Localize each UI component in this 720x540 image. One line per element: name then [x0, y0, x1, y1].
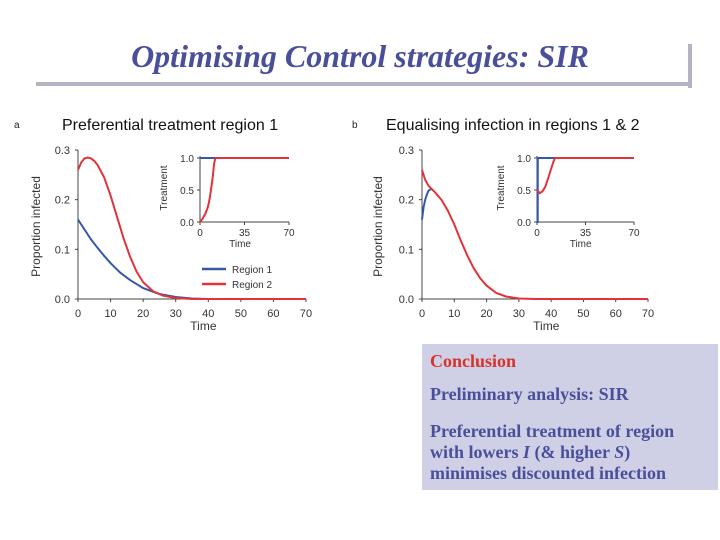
- chart-a-ylabel: Proportion infected: [29, 176, 43, 277]
- chart-b-xtick-label: 20: [480, 308, 492, 320]
- chart-a-inset-series-region-2: [199, 157, 289, 223]
- chart-b-inset-xtick-label: 0: [534, 228, 540, 239]
- chart-b-xtick-label: 30: [513, 308, 525, 320]
- chart-b-xtick-label: 10: [448, 308, 460, 320]
- chart-a-inset-ytick-label: 0.5: [180, 186, 194, 197]
- chart-a-legend-label: Region 1: [232, 265, 272, 276]
- conclusion-line-3: with lowers I (& higher S): [430, 442, 630, 463]
- chart-a-title: Preferential treatment region 1: [62, 117, 278, 134]
- chart-a-xtick-label: 70: [300, 308, 312, 320]
- chart-a-inset-ytick-label: 1.0: [180, 154, 194, 165]
- chart-b-inset-ytick-label: 1.0: [517, 154, 531, 165]
- chart-a-ytick-label: 0.3: [55, 145, 70, 157]
- chart-b-inset-ytick-label: 0.5: [517, 186, 531, 197]
- chart-a-xtick-label: 10: [104, 308, 116, 320]
- chart-a-inset-xlabel: Time: [229, 239, 251, 250]
- chart-a-inset-xtick-label: 0: [197, 228, 203, 239]
- chart-a-xtick-label: 30: [170, 308, 182, 320]
- chart-b-xtick-label: 50: [577, 308, 589, 320]
- conclusion-line-3a: with lowers: [430, 442, 523, 462]
- chart-b-xlabel: Time: [533, 319, 560, 333]
- chart-b-xtick-label: 70: [642, 308, 654, 320]
- title-underline-tick: [688, 44, 692, 88]
- chart-b-title: Equalising infection in regions 1 & 2: [386, 117, 640, 134]
- chart-b-panel-label: b: [352, 120, 358, 131]
- chart-b-inset-xtick-label: 70: [628, 228, 640, 239]
- conclusion-var-i: I: [523, 442, 531, 462]
- chart-b-inset-ytick-label: 0.0: [517, 218, 531, 229]
- chart-a-ytick-label: 0.2: [55, 195, 70, 207]
- chart-a-series-region-2: [77, 156, 306, 300]
- chart-a-xtick-label: 50: [235, 308, 247, 320]
- chart-b-inset-xtick-label: 35: [580, 228, 592, 239]
- conclusion-var-s: S: [614, 442, 625, 462]
- chart-b-inset-ylabel: Treatment: [496, 165, 507, 210]
- chart-b-ylabel: Proportion infected: [371, 176, 385, 277]
- chart-a-legend-label: Region 2: [232, 280, 272, 291]
- conclusion-line-1: Preliminary analysis: SIR: [430, 384, 629, 404]
- chart-a-xtick-label: 40: [202, 308, 214, 320]
- conclusion-heading: Conclusion: [430, 351, 517, 371]
- chart-b-xtick-label: 0: [419, 308, 425, 320]
- chart-a-inset-xtick-label: 70: [283, 228, 295, 239]
- chart-a-xlabel: Time: [190, 319, 217, 333]
- chart-b-inset-series-region-2: [536, 157, 634, 195]
- title-underline: [36, 38, 692, 88]
- chart-b-series-region-1: [421, 187, 433, 220]
- conclusion-line-4: minimises discounted infection: [430, 463, 667, 483]
- conclusion-box: Conclusion Preliminary analysis: SIR Pre…: [422, 344, 718, 490]
- title-underline-line: [36, 82, 692, 86]
- chart-b-ytick-label: 0.0: [399, 294, 414, 306]
- conclusion-line-3c: ): [624, 442, 631, 462]
- chart-b-ytick-label: 0.2: [399, 195, 414, 207]
- chart-b-ytick-label: 0.1: [399, 244, 414, 256]
- chart-a-inset-ylabel: Treatment: [159, 165, 170, 210]
- chart-b-inset-xlabel: Time: [570, 239, 592, 250]
- chart-b-xtick-label: 40: [545, 308, 557, 320]
- chart-a-ytick-label: 0.1: [55, 244, 70, 256]
- chart-a-xtick-label: 0: [75, 308, 81, 320]
- chart-b-series-region-2: [421, 169, 648, 300]
- chart-a-inset-ytick-label: 0.0: [180, 218, 194, 229]
- conclusion-line-3b: (& higher: [530, 442, 615, 462]
- chart-b-xtick-label: 60: [610, 308, 622, 320]
- conclusion-line-2: Preferential treatment of region: [430, 421, 675, 441]
- chart-a-inset-xtick-label: 35: [239, 228, 251, 239]
- slide-title: Optimising Control strategies: SIR: [131, 38, 589, 74]
- chart-a-xtick-label: 60: [267, 308, 279, 320]
- chart-a-xtick-label: 20: [137, 308, 149, 320]
- chart-a-ytick-label: 0.0: [55, 294, 70, 306]
- chart-a-panel-label: a: [14, 120, 20, 131]
- chart-b-ytick-label: 0.3: [399, 145, 414, 157]
